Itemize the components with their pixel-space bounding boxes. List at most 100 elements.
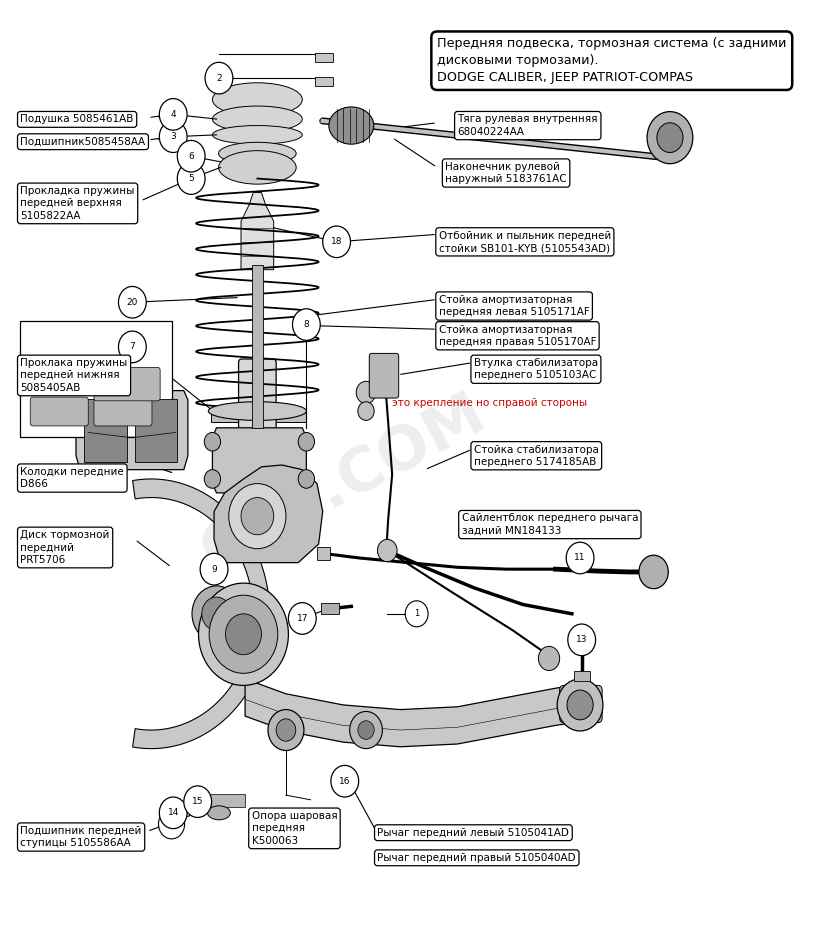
Text: 1: 1	[414, 609, 419, 618]
Text: Передняя подвеска, тормозная система (с задними
дисковыми тормозами).
DODGE CALI: Передняя подвеска, тормозная система (с …	[437, 37, 787, 85]
Circle shape	[241, 498, 274, 535]
Ellipse shape	[208, 402, 306, 420]
FancyBboxPatch shape	[30, 366, 88, 395]
Text: Отбойник и пыльник передней
стойки SB101-KYB (5105543AD): Отбойник и пыльник передней стойки SB101…	[439, 231, 611, 253]
Ellipse shape	[328, 107, 374, 144]
Circle shape	[202, 597, 231, 631]
FancyBboxPatch shape	[135, 399, 177, 462]
FancyBboxPatch shape	[369, 353, 399, 398]
Polygon shape	[241, 193, 274, 270]
Circle shape	[405, 601, 428, 627]
Circle shape	[657, 123, 683, 153]
Text: 14: 14	[167, 808, 179, 817]
Text: 5: 5	[188, 174, 194, 183]
Ellipse shape	[212, 126, 302, 144]
Circle shape	[268, 710, 304, 751]
FancyBboxPatch shape	[317, 547, 330, 560]
Text: Рычаг передний левый 5105041АD: Рычаг передний левый 5105041АD	[377, 828, 569, 838]
Text: Тяга рулевая внутренняя
68040224АА: Тяга рулевая внутренняя 68040224АА	[458, 114, 598, 137]
Circle shape	[199, 583, 288, 685]
Circle shape	[225, 614, 261, 655]
Text: Стойка амортизаторная
передняя правая 5105170АF: Стойка амортизаторная передняя правая 51…	[439, 325, 596, 347]
FancyBboxPatch shape	[315, 77, 333, 86]
Circle shape	[276, 719, 296, 741]
Circle shape	[204, 470, 221, 488]
Polygon shape	[76, 391, 188, 470]
Circle shape	[356, 381, 376, 404]
Circle shape	[376, 370, 395, 392]
Ellipse shape	[219, 142, 296, 165]
FancyBboxPatch shape	[30, 397, 88, 426]
Text: Стойка стабилизатора
переднего 5174185АВ: Стойка стабилизатора переднего 5174185АВ	[474, 445, 599, 467]
Circle shape	[177, 140, 205, 172]
Text: Проклака пружины
передней нижняя
5085405АВ: Проклака пружины передней нижняя 5085405…	[20, 358, 127, 392]
Polygon shape	[214, 465, 323, 563]
Circle shape	[209, 595, 278, 673]
Circle shape	[159, 121, 187, 153]
Circle shape	[204, 432, 221, 451]
Text: 21: 21	[167, 819, 176, 829]
Circle shape	[298, 432, 315, 451]
FancyBboxPatch shape	[239, 359, 276, 562]
Circle shape	[200, 553, 228, 585]
Circle shape	[538, 646, 560, 671]
Text: Подшипник5085458АА: Подшипник5085458АА	[20, 137, 145, 147]
Circle shape	[358, 402, 374, 420]
Text: 17: 17	[297, 614, 308, 623]
Circle shape	[557, 679, 603, 731]
Text: 2: 2	[217, 73, 221, 83]
Text: Рычаг передний правый 5105040АD: Рычаг передний правый 5105040АD	[377, 853, 576, 863]
Ellipse shape	[219, 151, 296, 184]
Text: 7: 7	[129, 342, 136, 352]
Circle shape	[192, 586, 241, 642]
Circle shape	[567, 690, 593, 720]
Text: Колодки передние
D866: Колодки передние D866	[20, 467, 124, 489]
Circle shape	[288, 603, 316, 634]
Text: 8: 8	[303, 320, 310, 329]
Circle shape	[229, 484, 286, 549]
Text: Стойка амортизаторная
передняя левая 5105171АF: Стойка амортизаторная передняя левая 510…	[439, 295, 590, 317]
FancyBboxPatch shape	[196, 794, 245, 807]
Circle shape	[159, 99, 187, 130]
Text: Диск тормозной
передний
PRT5706: Диск тормозной передний PRT5706	[20, 530, 109, 565]
FancyBboxPatch shape	[94, 397, 152, 426]
FancyBboxPatch shape	[321, 603, 339, 614]
Polygon shape	[132, 479, 270, 749]
FancyBboxPatch shape	[84, 399, 127, 462]
Circle shape	[377, 539, 397, 562]
Circle shape	[298, 470, 315, 488]
FancyBboxPatch shape	[574, 671, 590, 681]
Text: Втулка стабилизатора
переднего 5105103АС: Втулка стабилизатора переднего 5105103АС	[474, 358, 598, 380]
Circle shape	[292, 309, 320, 340]
Text: Опора шаровая
передняя
K500063: Опора шаровая передняя K500063	[252, 811, 337, 845]
Text: Наконечник рулевой
наружный 5183761АС: Наконечник рулевой наружный 5183761АС	[445, 162, 567, 184]
Text: 4: 4	[171, 110, 176, 119]
Text: Подшипник передней
ступицы 5105586АА: Подшипник передней ступицы 5105586АА	[20, 826, 142, 848]
Circle shape	[566, 542, 594, 574]
FancyBboxPatch shape	[211, 409, 306, 422]
Circle shape	[159, 797, 187, 829]
Text: 6: 6	[188, 152, 194, 161]
Text: 3: 3	[170, 132, 176, 141]
Circle shape	[350, 711, 382, 749]
Circle shape	[205, 62, 233, 94]
Text: Сайлентблок переднего рычага
задний MN184133: Сайлентблок переднего рычага задний MN18…	[462, 513, 638, 536]
Circle shape	[568, 624, 596, 656]
Polygon shape	[212, 428, 306, 493]
Circle shape	[184, 786, 212, 817]
Text: СТС.СОМ: СТС.СОМ	[191, 384, 495, 583]
Text: 11: 11	[574, 553, 586, 563]
Text: 13: 13	[576, 635, 587, 644]
Text: это крепление но справой стороны: это крепление но справой стороны	[392, 398, 587, 408]
Text: 16: 16	[339, 777, 350, 786]
Circle shape	[331, 765, 359, 797]
Text: 18: 18	[331, 237, 342, 246]
Text: 20: 20	[127, 298, 138, 307]
Circle shape	[118, 331, 146, 363]
Text: 9: 9	[211, 565, 217, 574]
Circle shape	[118, 286, 146, 318]
Text: Прокладка пружины
передней верхняя
5105822АА: Прокладка пружины передней верхняя 51058…	[20, 186, 135, 220]
Text: Подушка 5085461АВ: Подушка 5085461АВ	[20, 114, 134, 125]
FancyBboxPatch shape	[315, 53, 333, 62]
FancyBboxPatch shape	[94, 367, 160, 401]
